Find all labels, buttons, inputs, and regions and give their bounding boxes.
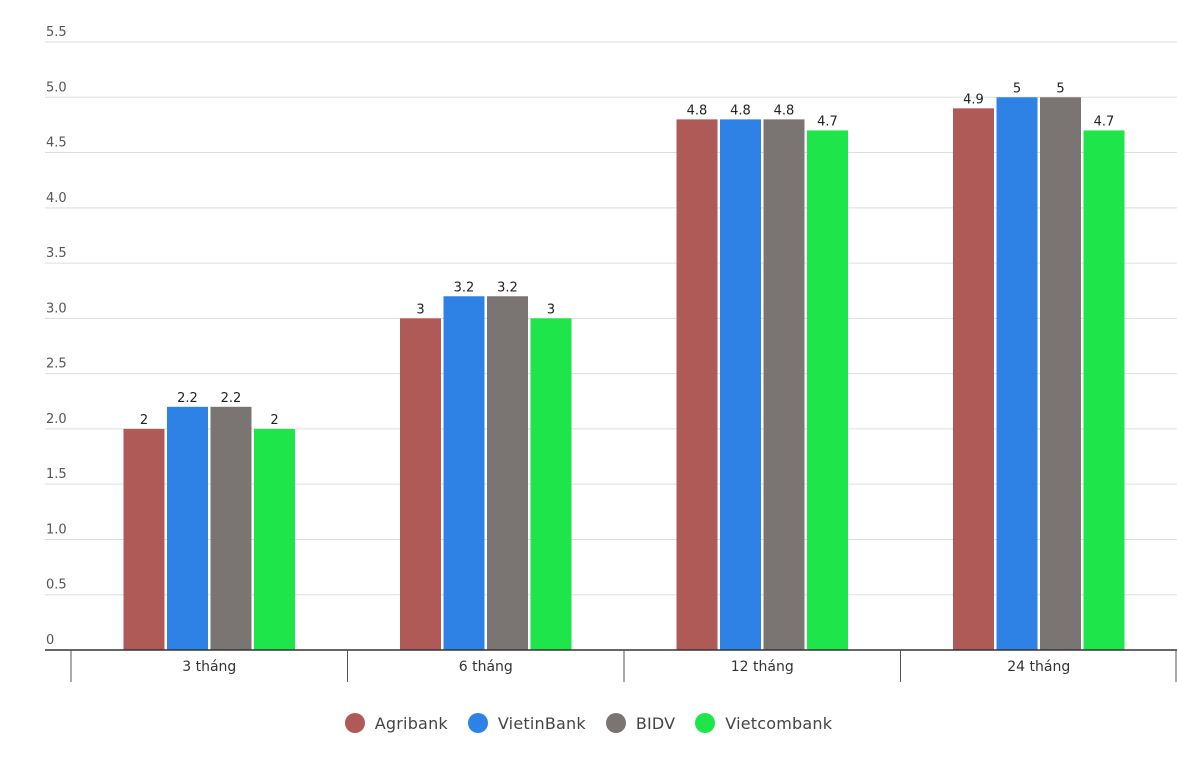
- data-label: 3.2: [497, 280, 518, 295]
- x-tick-label: 24 tháng: [1007, 659, 1070, 675]
- x-tick-label: 12 tháng: [731, 659, 794, 675]
- legend-item[interactable]: VietinBank: [467, 713, 586, 733]
- bar: [443, 296, 485, 650]
- y-tick-label: 4.0: [46, 191, 67, 206]
- y-tick-label: 5.0: [46, 80, 67, 95]
- legend-item[interactable]: Vietcombank: [695, 713, 832, 733]
- y-tick-label: 3.0: [46, 301, 67, 316]
- data-label: 4.9: [963, 92, 984, 107]
- data-label: 4.7: [817, 114, 838, 129]
- bar: [763, 119, 805, 650]
- data-labels: 2 2.2 2.2 2 3 3.2 3.2 3 4.8 4.8 4.8 4.7 4.9 5 5 4.7: [140, 81, 1114, 428]
- legend-swatch: [695, 713, 716, 733]
- bar: [807, 130, 848, 650]
- legend-item[interactable]: Agribank: [344, 713, 448, 733]
- legend-swatch: [344, 713, 365, 733]
- data-label: 4.8: [730, 103, 751, 118]
- y-tick-label: 2.0: [46, 412, 67, 427]
- legend-label: BIDV: [635, 713, 676, 733]
- legend-swatch: [605, 713, 626, 733]
- legend-label: Agribank: [374, 713, 448, 733]
- legend-label: Vietcombank: [725, 713, 833, 733]
- bar: [676, 119, 718, 650]
- data-label: 2.2: [221, 391, 242, 406]
- bar-chart: 00.51.01.52.02.53.03.54.04.55.05.5 22.2 2…: [45, 25, 1177, 682]
- bar: [996, 97, 1038, 651]
- data-label: 5: [1013, 81, 1021, 96]
- legend: Agribank VietinBank BIDV Vietcombank: [0, 708, 1177, 738]
- data-label: 2: [270, 413, 278, 428]
- x-tick-label: 6 tháng: [459, 659, 513, 675]
- bar: [167, 406, 208, 650]
- data-label: 2: [140, 413, 148, 428]
- data-label: 5: [1056, 81, 1064, 96]
- x-tick-label: 3 tháng: [182, 659, 236, 675]
- data-label: 3: [416, 302, 424, 317]
- bars: [123, 97, 1125, 651]
- data-label: 4.8: [687, 103, 708, 118]
- bar: [254, 428, 295, 650]
- y-axis-ticks: 0 0.5 1.0 1.5 2.0 2.5 3.0 3.5 4.0 4.5 5.0 5.5: [46, 25, 67, 648]
- legend-swatch: [467, 713, 488, 733]
- y-tick-label: 0.5: [46, 578, 67, 593]
- data-label: 4.8: [774, 103, 795, 118]
- y-tick-label: 0: [46, 633, 54, 648]
- bar: [720, 119, 761, 650]
- bar: [1083, 130, 1125, 650]
- y-tick-label: 5.5: [46, 25, 67, 40]
- data-label: 3.2: [454, 280, 475, 295]
- y-tick-label: 4.5: [46, 136, 67, 151]
- bar: [530, 318, 572, 650]
- legend-item[interactable]: BIDV: [605, 713, 676, 733]
- bar: [400, 318, 441, 650]
- legend-label: VietinBank: [497, 713, 586, 733]
- y-tick-label: 2.5: [46, 357, 67, 372]
- x-axis: 3 tháng 6 tháng 12 tháng 24 tháng: [45, 649, 1177, 682]
- y-tick-label: 3.5: [46, 246, 67, 261]
- bar: [210, 406, 252, 650]
- bar: [123, 428, 165, 650]
- bar: [487, 296, 528, 650]
- bar: [953, 108, 994, 650]
- y-tick-label: 1.5: [46, 467, 67, 482]
- data-label: 3: [547, 302, 555, 317]
- bar: [1040, 97, 1081, 651]
- y-tick-label: 1.0: [46, 522, 67, 537]
- data-label: 4.7: [1094, 114, 1115, 129]
- data-label: 2.2: [177, 391, 198, 406]
